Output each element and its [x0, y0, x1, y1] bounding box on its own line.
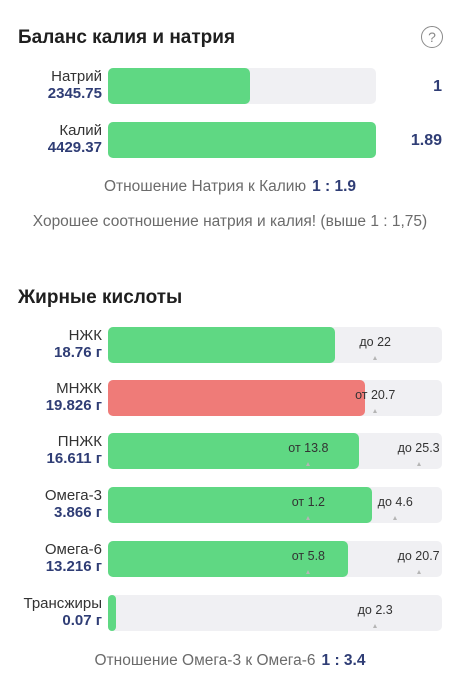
- fat-label: МНЖК 19.826 г: [46, 380, 102, 414]
- fat-row: Трансжиры 0.07 г до 2.3: [0, 595, 460, 631]
- sodium-bar-fill: [108, 68, 251, 104]
- fat-range-label: от 20.7: [355, 388, 396, 402]
- marker-tick-icon: [373, 624, 378, 628]
- marker-tick-icon: [416, 462, 421, 466]
- marker-tick-icon: [416, 570, 421, 574]
- balance-section-title: Баланс калия и натрия: [18, 27, 236, 48]
- ratio-label: Отношение Натрия к Калию: [103, 178, 307, 195]
- marker-tick-icon: [393, 516, 398, 520]
- fat-bar-track: от 13.8 до 25.3: [108, 433, 442, 469]
- potassium-ratio: 1.89: [410, 132, 442, 149]
- fat-bar-fill: [108, 380, 366, 416]
- fat-bar-track: от 1.2 до 4.6: [108, 487, 442, 523]
- fat-range-label: до 4.6: [377, 495, 413, 509]
- fat-range-label: до 20.7: [397, 549, 440, 563]
- fat-name: Омега-6: [44, 541, 102, 558]
- potassium-name: Калий: [59, 122, 102, 139]
- fat-range-label: до 25.3: [397, 441, 440, 455]
- marker-tick-icon: [373, 356, 378, 360]
- sodium-row: Натрий 2345.75 1: [0, 68, 460, 104]
- fat-value: 18.76 г: [54, 344, 102, 361]
- fat-name: Омега-3: [44, 487, 102, 504]
- fat-label: Омега-6 13.216 г: [45, 541, 102, 575]
- sodium-ratio: 1: [433, 78, 442, 95]
- fat-name: Трансжиры: [23, 595, 103, 612]
- fat-range-label: до 2.3: [357, 603, 393, 617]
- ratio-value: 1 : 1.9: [312, 178, 357, 195]
- fat-value: 13.216 г: [45, 558, 102, 575]
- fat-bar-track: до 22: [108, 327, 442, 363]
- marker-tick-icon: [373, 409, 378, 413]
- fat-row: Омега-3 3.866 г от 1.2 до 4.6: [0, 487, 460, 523]
- fat-row: ПНЖК 16.611 г от 13.8 до 25.3: [0, 433, 460, 469]
- help-icon[interactable]: ?: [421, 26, 443, 48]
- marker-tick-icon: [306, 516, 311, 520]
- fat-row: НЖК 18.76 г до 22: [0, 327, 460, 363]
- potassium-label: Калий 4429.37: [48, 122, 102, 156]
- omega-ratio-value: 1 : 3.4: [321, 652, 366, 669]
- potassium-bar-fill: [108, 122, 376, 158]
- marker-tick-icon: [306, 570, 311, 574]
- balance-note: Хорошее соотношение натрия и калия! (выш…: [32, 213, 428, 230]
- fats-section-title: Жирные кислоты: [18, 287, 183, 308]
- fat-value: 0.07 г: [62, 612, 102, 629]
- fat-bar-track: до 2.3: [108, 595, 442, 631]
- fat-label: ПНЖК 16.611 г: [47, 433, 102, 467]
- fat-label: НЖК 18.76 г: [54, 327, 102, 361]
- fat-row: МНЖК 19.826 г от 20.7: [0, 380, 460, 416]
- fat-label: Трансжиры 0.07 г: [24, 595, 103, 629]
- omega-ratio-label: Отношение Омега-3 к Омега-6: [94, 652, 316, 669]
- marker-tick-icon: [306, 462, 311, 466]
- fat-range-label: от 5.8: [291, 549, 326, 563]
- sodium-value: 2345.75: [47, 85, 102, 102]
- fat-bar-track: от 20.7: [108, 380, 442, 416]
- fat-range-label: от 13.8: [288, 441, 329, 455]
- fat-bar-fill: [108, 433, 359, 469]
- fat-range-label: до 22: [359, 335, 391, 349]
- fat-bar-fill: [108, 327, 336, 363]
- fat-label: Омега-3 3.866 г: [45, 487, 102, 521]
- sodium-label: Натрий 2345.75: [48, 68, 102, 102]
- fat-range-label: от 1.2: [291, 495, 326, 509]
- fat-bar-fill: [108, 487, 372, 523]
- potassium-bar-track: [108, 122, 376, 158]
- sodium-name: Натрий: [51, 68, 102, 85]
- potassium-row: Калий 4429.37 1.89: [0, 122, 460, 158]
- fat-name: ПНЖК: [57, 433, 102, 450]
- potassium-value: 4429.37: [47, 139, 102, 156]
- fat-name: НЖК: [68, 327, 102, 344]
- fat-bar-track: от 5.8 до 20.7: [108, 541, 442, 577]
- omega-ratio: Отношение Омега-3 к Омега-6 1 : 3.4: [0, 652, 460, 670]
- fat-value: 3.866 г: [54, 504, 102, 521]
- fat-bar-fill: [108, 595, 117, 631]
- fat-value: 19.826 г: [45, 397, 102, 414]
- fat-value: 16.611 г: [46, 450, 102, 467]
- fat-row: Омега-6 13.216 г от 5.8 до 20.7: [0, 541, 460, 577]
- fat-name: МНЖК: [56, 380, 102, 397]
- sodium-bar-track: [108, 68, 376, 104]
- sodium-potassium-ratio: Отношение Натрия к Калию 1 : 1.9: [0, 178, 460, 196]
